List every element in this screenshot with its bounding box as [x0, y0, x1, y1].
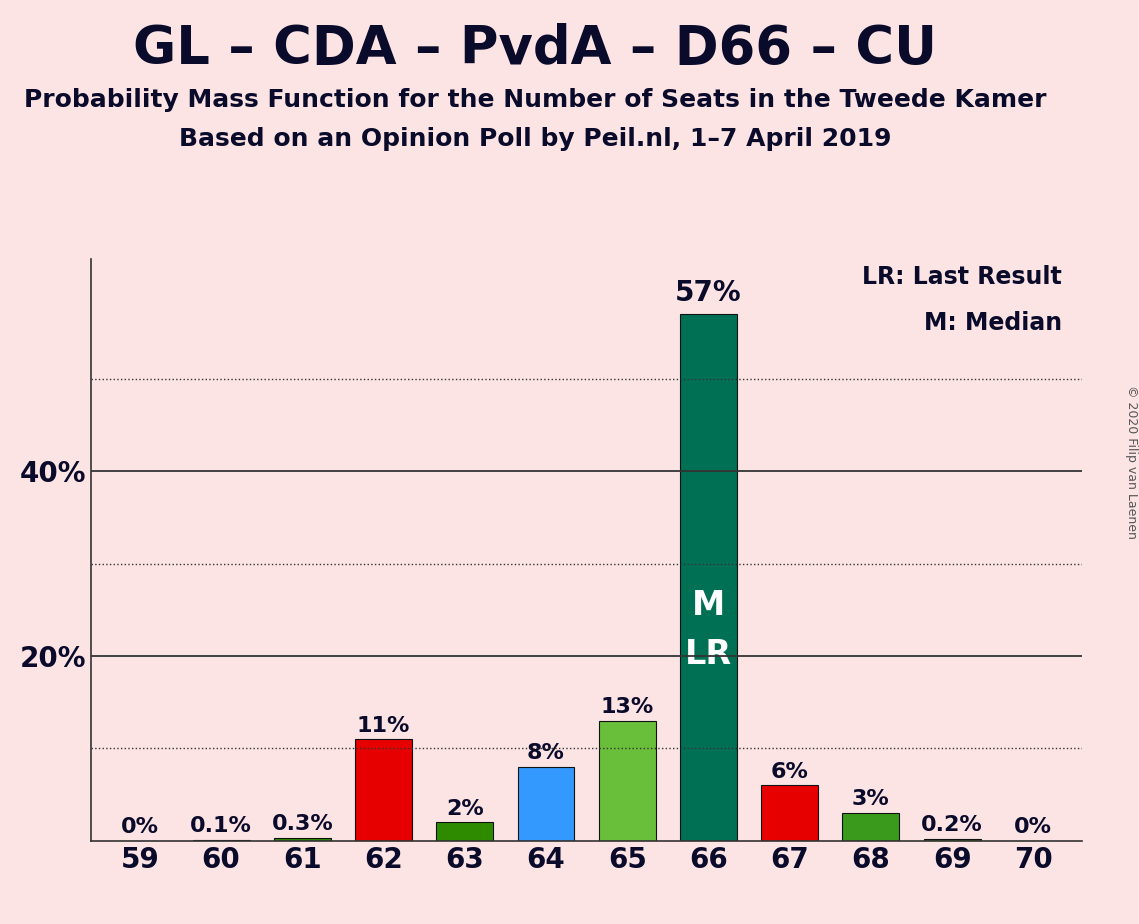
Bar	[843, 813, 900, 841]
Text: 2%: 2%	[445, 798, 484, 819]
Bar	[599, 721, 656, 841]
Text: 11%: 11%	[357, 715, 410, 736]
Bar	[761, 785, 818, 841]
Text: 3%: 3%	[852, 789, 890, 809]
Bar	[355, 739, 412, 841]
Text: 0.3%: 0.3%	[271, 814, 334, 834]
Text: 0.2%: 0.2%	[921, 815, 983, 835]
Text: 8%: 8%	[527, 743, 565, 763]
Text: 0%: 0%	[121, 817, 158, 837]
Bar	[517, 767, 574, 841]
Bar	[924, 839, 981, 841]
Text: M
LR: M LR	[685, 590, 732, 671]
Text: Based on an Opinion Poll by Peil.nl, 1–7 April 2019: Based on an Opinion Poll by Peil.nl, 1–7…	[179, 127, 892, 151]
Text: LR: Last Result
M: Median: LR: Last Result M: Median	[862, 264, 1063, 335]
Bar	[192, 840, 249, 841]
Text: Probability Mass Function for the Number of Seats in the Tweede Kamer: Probability Mass Function for the Number…	[24, 88, 1047, 112]
Text: 0%: 0%	[1015, 817, 1052, 837]
Text: 13%: 13%	[600, 697, 654, 717]
Bar	[436, 822, 493, 841]
Text: © 2020 Filip van Laenen: © 2020 Filip van Laenen	[1124, 385, 1138, 539]
Text: GL – CDA – PvdA – D66 – CU: GL – CDA – PvdA – D66 – CU	[133, 23, 937, 75]
Text: 6%: 6%	[771, 761, 809, 782]
Text: 57%: 57%	[675, 279, 741, 307]
Text: 0.1%: 0.1%	[190, 816, 252, 836]
Bar	[273, 838, 330, 841]
Bar	[680, 314, 737, 841]
